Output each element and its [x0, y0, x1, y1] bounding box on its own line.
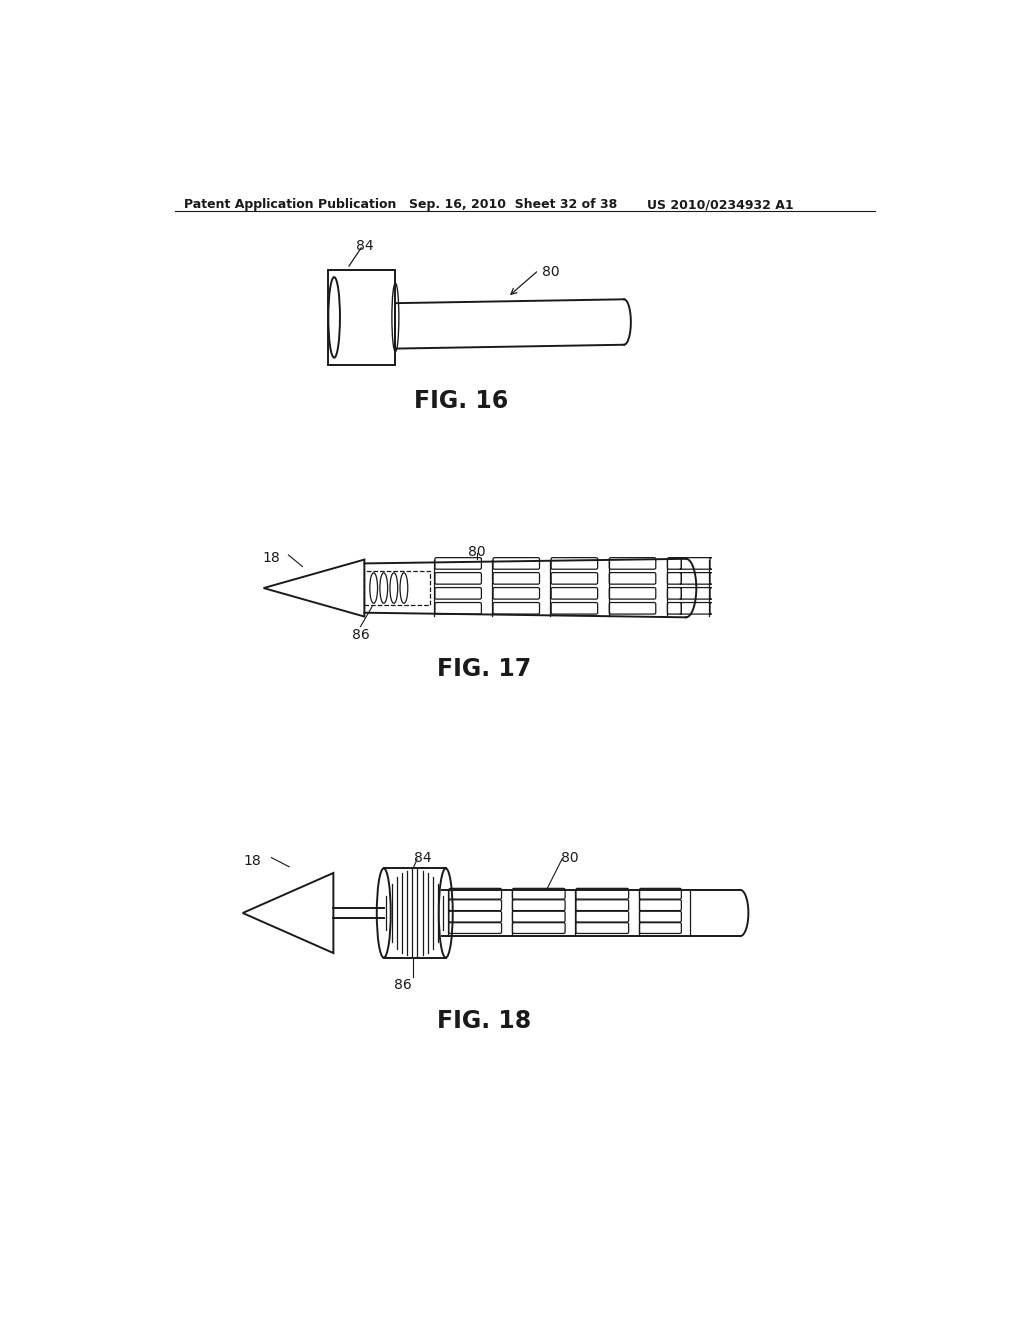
Text: 84: 84	[414, 851, 431, 866]
Text: 86: 86	[351, 628, 370, 642]
Text: 80: 80	[468, 545, 485, 558]
Text: 86: 86	[394, 978, 412, 993]
Text: Sep. 16, 2010  Sheet 32 of 38: Sep. 16, 2010 Sheet 32 of 38	[409, 198, 616, 211]
Text: FIG. 16: FIG. 16	[414, 389, 508, 413]
Text: FIG. 18: FIG. 18	[437, 1010, 531, 1034]
Text: Patent Application Publication: Patent Application Publication	[183, 198, 396, 211]
Text: 84: 84	[356, 239, 374, 253]
Text: 18: 18	[243, 854, 261, 867]
Text: 80: 80	[542, 264, 559, 279]
Text: FIG. 17: FIG. 17	[437, 657, 531, 681]
Text: 18: 18	[262, 552, 281, 565]
Bar	[365, 572, 430, 605]
Text: US 2010/0234932 A1: US 2010/0234932 A1	[647, 198, 794, 211]
Text: 80: 80	[561, 851, 579, 866]
